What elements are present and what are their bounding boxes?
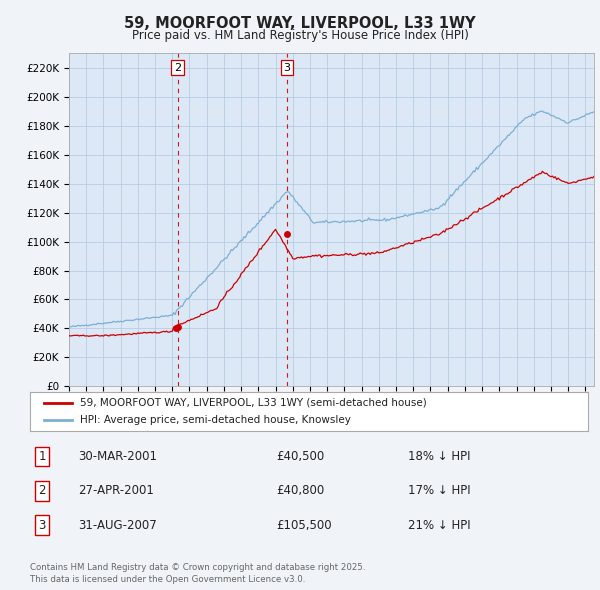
Text: 3: 3 bbox=[38, 519, 46, 532]
Text: 59, MOORFOOT WAY, LIVERPOOL, L33 1WY: 59, MOORFOOT WAY, LIVERPOOL, L33 1WY bbox=[124, 16, 476, 31]
Text: 1: 1 bbox=[38, 450, 46, 463]
Text: £105,500: £105,500 bbox=[276, 519, 332, 532]
Text: Price paid vs. HM Land Registry's House Price Index (HPI): Price paid vs. HM Land Registry's House … bbox=[131, 29, 469, 42]
Text: £40,500: £40,500 bbox=[276, 450, 324, 463]
Text: 30-MAR-2001: 30-MAR-2001 bbox=[78, 450, 157, 463]
Text: 27-APR-2001: 27-APR-2001 bbox=[78, 484, 154, 497]
Text: HPI: Average price, semi-detached house, Knowsley: HPI: Average price, semi-detached house,… bbox=[80, 415, 351, 425]
Text: 3: 3 bbox=[283, 63, 290, 73]
Text: 2: 2 bbox=[174, 63, 181, 73]
Text: Contains HM Land Registry data © Crown copyright and database right 2025.
This d: Contains HM Land Registry data © Crown c… bbox=[30, 563, 365, 584]
Text: 17% ↓ HPI: 17% ↓ HPI bbox=[408, 484, 470, 497]
Text: 18% ↓ HPI: 18% ↓ HPI bbox=[408, 450, 470, 463]
Text: £40,800: £40,800 bbox=[276, 484, 324, 497]
Text: 31-AUG-2007: 31-AUG-2007 bbox=[78, 519, 157, 532]
Text: 21% ↓ HPI: 21% ↓ HPI bbox=[408, 519, 470, 532]
Text: 2: 2 bbox=[38, 484, 46, 497]
Text: 59, MOORFOOT WAY, LIVERPOOL, L33 1WY (semi-detached house): 59, MOORFOOT WAY, LIVERPOOL, L33 1WY (se… bbox=[80, 398, 427, 408]
